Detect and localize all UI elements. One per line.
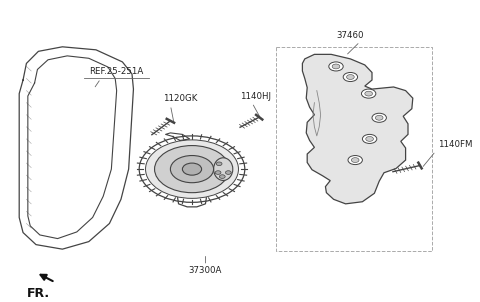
Circle shape: [145, 140, 239, 198]
Circle shape: [361, 89, 376, 98]
Circle shape: [366, 137, 373, 141]
Circle shape: [347, 75, 354, 79]
Circle shape: [332, 64, 340, 69]
Ellipse shape: [214, 158, 233, 181]
Circle shape: [343, 72, 358, 82]
Text: 1140FM: 1140FM: [438, 140, 472, 149]
Circle shape: [348, 156, 362, 165]
Circle shape: [365, 91, 372, 96]
Polygon shape: [302, 54, 413, 204]
Circle shape: [215, 171, 221, 174]
Text: 1120GK: 1120GK: [163, 94, 198, 103]
Text: FR.: FR.: [26, 287, 49, 300]
Circle shape: [182, 163, 202, 175]
Text: REF.25-251A: REF.25-251A: [89, 67, 143, 76]
Circle shape: [216, 162, 222, 165]
Text: 37300A: 37300A: [189, 266, 222, 275]
Circle shape: [372, 113, 386, 122]
Circle shape: [329, 62, 343, 71]
Text: 1140HJ: 1140HJ: [240, 92, 271, 101]
Circle shape: [219, 175, 225, 178]
Text: 37460: 37460: [336, 31, 364, 40]
Circle shape: [155, 146, 229, 193]
Circle shape: [375, 115, 383, 120]
Circle shape: [226, 171, 231, 174]
Circle shape: [362, 134, 377, 143]
Circle shape: [170, 156, 214, 183]
Circle shape: [351, 158, 359, 162]
